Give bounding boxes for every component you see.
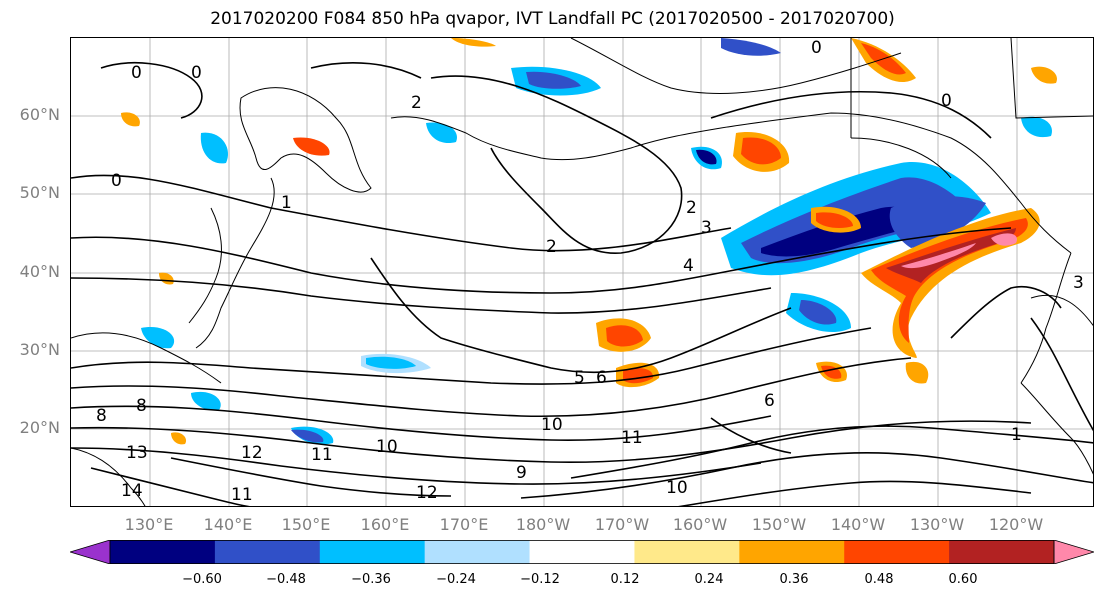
contour-label: 12 xyxy=(416,483,438,503)
lon-label: 180°W xyxy=(515,515,571,534)
contour-label: 11 xyxy=(231,485,253,505)
contour-label: 11 xyxy=(311,445,333,465)
colorbar-extend-high xyxy=(1053,540,1094,564)
contour-label: 3 xyxy=(701,218,712,238)
lon-label: 130°W xyxy=(909,515,965,534)
colorbar-segment xyxy=(634,540,740,564)
lat-label: 20°N xyxy=(19,418,60,437)
map-canvas: 0 0 0 0 1 2 2 2 3 4 5 6 6 8 8 9 10 10 10… xyxy=(71,38,1093,506)
coastlines xyxy=(71,38,1093,506)
colorbar-tick-label: 0.12 xyxy=(610,572,640,587)
lon-label: 170°W xyxy=(594,515,650,534)
lon-label: 140°E xyxy=(203,515,253,534)
colorbar-tick-label: 0.48 xyxy=(864,572,894,587)
contour-label: 5 xyxy=(574,368,585,388)
colorbar xyxy=(70,540,1094,564)
colorbar-tick-label: −0.60 xyxy=(182,572,222,587)
colorbar-tick-label: −0.12 xyxy=(520,572,560,587)
lon-label: 170°E xyxy=(439,515,489,534)
contour-label: 2 xyxy=(686,198,697,218)
lon-label: 150°W xyxy=(751,515,807,534)
lon-label: 140°W xyxy=(830,515,886,534)
colorbar-tick-label: −0.36 xyxy=(351,572,391,587)
lon-label: 120°W xyxy=(988,515,1044,534)
map-panel: 0 0 0 0 1 2 2 2 3 4 5 6 6 8 8 9 10 10 10… xyxy=(70,37,1094,507)
contour-label: 6 xyxy=(596,368,607,388)
lat-label: 40°N xyxy=(19,262,60,281)
contour-label: 10 xyxy=(376,437,398,457)
lon-label: 150°E xyxy=(281,515,331,534)
colorbar-segment xyxy=(529,540,635,564)
contour-label: 14 xyxy=(121,481,143,501)
colorbar-tick-label: 0.36 xyxy=(779,572,809,587)
colorbar-segment xyxy=(319,540,426,564)
contour-label: 10 xyxy=(541,415,563,435)
contour-label: 0 xyxy=(131,63,142,83)
lon-label: 160°E xyxy=(360,515,410,534)
contour-label: 4 xyxy=(683,256,694,276)
colorbar-segment xyxy=(844,540,950,564)
colorbar-segment xyxy=(424,540,531,564)
contour-label: 11 xyxy=(621,428,643,448)
chart-title: 2017020200 F084 850 hPa qvapor, IVT Land… xyxy=(210,9,895,29)
colorbar-segments xyxy=(70,540,1094,564)
contour-label: 1 xyxy=(281,193,292,213)
lon-label: 160°W xyxy=(672,515,728,534)
shaded-field xyxy=(121,38,1057,445)
contour-label: 0 xyxy=(191,63,202,83)
colorbar-tick-label: 0.24 xyxy=(694,572,724,587)
ivt-contours xyxy=(71,62,1093,506)
contour-label: 8 xyxy=(96,406,107,426)
contour-label: 8 xyxy=(136,396,147,416)
colorbar-segment xyxy=(214,540,321,564)
colorbar-tick-label: −0.48 xyxy=(266,572,306,587)
lat-label: 60°N xyxy=(19,105,60,124)
contour-label: 9 xyxy=(516,463,527,483)
lat-label: 50°N xyxy=(19,183,60,202)
colorbar-segment xyxy=(949,540,1055,564)
contour-label: 2 xyxy=(411,93,422,113)
colorbar-outline xyxy=(109,540,1055,564)
colorbar-segment xyxy=(739,540,845,564)
contour-label: 0 xyxy=(811,38,822,58)
colorbar-segment xyxy=(110,540,216,564)
contour-label: 10 xyxy=(666,478,688,498)
colorbar-tick-label: −0.24 xyxy=(436,572,476,587)
colorbar-tick-label: 0.60 xyxy=(948,572,978,587)
contour-label: 0 xyxy=(111,171,122,191)
contour-label-group: 0 0 0 0 1 2 2 2 3 4 5 6 6 8 8 9 10 10 10… xyxy=(96,38,1084,505)
contour-label: 6 xyxy=(764,391,775,411)
lat-label: 30°N xyxy=(19,340,60,359)
contour-label: 2 xyxy=(546,237,557,257)
contour-label: 12 xyxy=(241,443,263,463)
contour-label: 13 xyxy=(126,443,148,463)
lon-label: 130°E xyxy=(124,515,174,534)
contour-label: 3 xyxy=(1073,273,1084,293)
contour-label: 1 xyxy=(1011,425,1022,445)
colorbar-extend-low xyxy=(70,540,111,564)
contour-label: 0 xyxy=(941,91,952,111)
